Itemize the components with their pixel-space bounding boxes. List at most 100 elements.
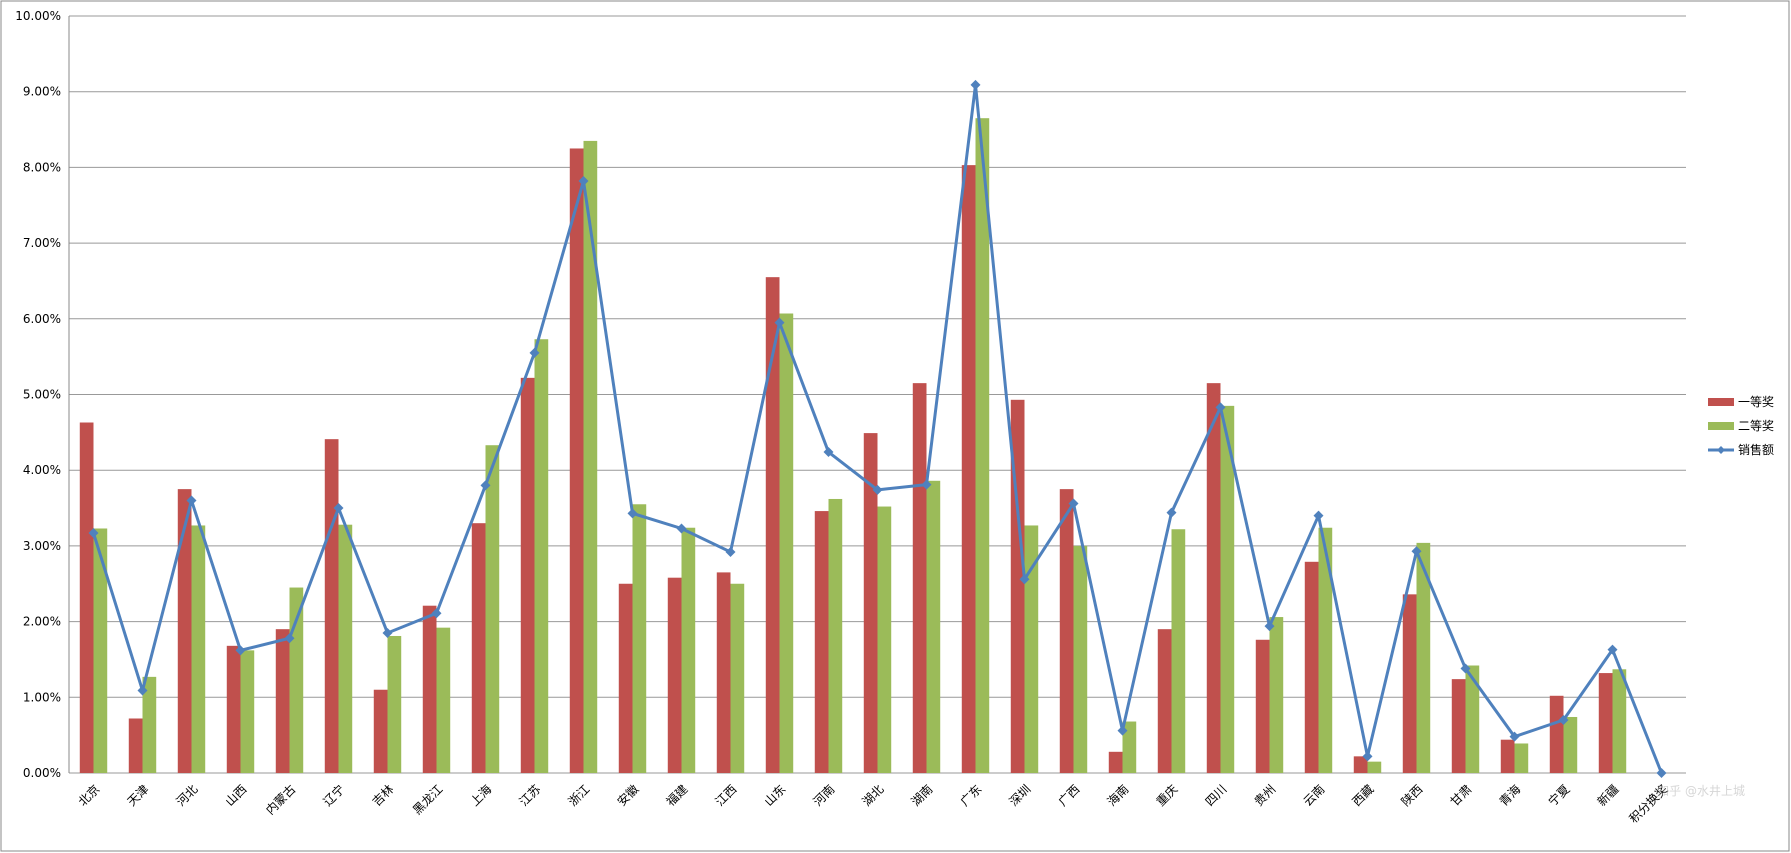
line-marker xyxy=(1215,402,1226,413)
bar xyxy=(730,583,745,773)
bar xyxy=(1416,542,1431,773)
bar xyxy=(1402,594,1417,773)
bar xyxy=(1220,405,1235,773)
bar xyxy=(1157,629,1172,773)
line-marker xyxy=(529,347,540,358)
y-tick-label: 4.00% xyxy=(23,463,61,477)
bar xyxy=(1073,545,1088,773)
bar xyxy=(128,718,143,773)
bar xyxy=(1353,756,1368,773)
legend-swatch xyxy=(1708,422,1734,430)
bar xyxy=(534,339,549,773)
bar xyxy=(1269,617,1284,773)
legend-marker xyxy=(1717,446,1725,454)
y-tick-label: 2.00% xyxy=(23,615,61,629)
line-marker xyxy=(1411,546,1422,557)
bar xyxy=(569,148,584,774)
bar xyxy=(338,524,353,773)
legend-label: 一等奖 xyxy=(1738,395,1774,409)
bar xyxy=(1514,743,1529,773)
bar xyxy=(667,577,682,773)
line-marker xyxy=(1117,725,1128,736)
bar xyxy=(471,523,486,773)
legend-label: 二等奖 xyxy=(1738,419,1774,433)
line-marker xyxy=(1656,768,1667,778)
bar xyxy=(485,445,500,773)
bar xyxy=(177,489,192,773)
line-marker xyxy=(431,608,442,619)
bar xyxy=(1059,489,1074,773)
bar xyxy=(681,527,696,773)
y-tick-label: 5.00% xyxy=(23,388,61,402)
bar xyxy=(716,572,731,773)
y-tick-label: 10.00% xyxy=(15,9,61,23)
bar xyxy=(422,605,437,773)
bar xyxy=(1563,716,1578,773)
y-tick-label: 9.00% xyxy=(23,85,61,99)
line-marker xyxy=(921,479,932,490)
y-tick-label: 1.00% xyxy=(23,690,61,704)
line-marker xyxy=(333,503,344,514)
legend-swatch xyxy=(1708,398,1734,406)
bar xyxy=(324,439,339,773)
bar xyxy=(926,480,941,773)
line-marker xyxy=(1460,663,1471,674)
bar xyxy=(779,313,794,773)
bar xyxy=(1108,751,1123,773)
y-tick-label: 3.00% xyxy=(23,539,61,553)
bar xyxy=(912,383,927,773)
line-marker xyxy=(725,546,736,557)
line-marker xyxy=(1264,621,1275,632)
bar xyxy=(1465,665,1480,773)
line-marker xyxy=(627,508,638,519)
line-marker xyxy=(382,627,393,638)
bar xyxy=(877,506,892,773)
bar xyxy=(1549,695,1564,773)
bar xyxy=(240,650,255,773)
line-marker xyxy=(88,528,99,539)
legend-label: 销售额 xyxy=(1738,442,1774,457)
line-marker xyxy=(137,685,148,696)
bar xyxy=(765,277,780,773)
line-marker xyxy=(872,484,883,495)
bar xyxy=(1500,739,1515,773)
bar xyxy=(975,118,990,773)
bar xyxy=(436,627,451,773)
line-marker xyxy=(235,645,246,656)
bar xyxy=(632,504,647,773)
y-tick-label: 7.00% xyxy=(23,236,61,250)
y-tick-label: 0.00% xyxy=(23,766,61,780)
bar xyxy=(520,377,535,773)
line-marker xyxy=(823,447,834,458)
line-marker xyxy=(284,633,295,644)
line-marker xyxy=(970,79,981,90)
bar xyxy=(373,689,388,773)
line-marker xyxy=(1313,510,1324,521)
bar xyxy=(226,645,241,773)
bar xyxy=(1598,673,1613,773)
bar xyxy=(1612,669,1627,773)
bar xyxy=(289,587,304,773)
bar xyxy=(93,528,108,773)
bar xyxy=(1255,639,1270,773)
bar xyxy=(1122,721,1137,773)
line-marker xyxy=(1558,715,1569,726)
line-marker xyxy=(1166,507,1177,518)
bar xyxy=(1304,561,1319,773)
bar xyxy=(387,635,402,773)
bar xyxy=(191,525,206,773)
line-marker xyxy=(1607,644,1618,655)
line-marker xyxy=(186,495,197,506)
line-marker xyxy=(1068,498,1079,509)
bar xyxy=(1451,679,1466,773)
bar xyxy=(1367,761,1382,773)
bar xyxy=(1171,529,1186,773)
bar xyxy=(863,433,878,773)
bar xyxy=(618,583,633,773)
line-marker xyxy=(676,523,687,534)
line-marker xyxy=(480,480,491,491)
bar xyxy=(814,511,829,773)
bar xyxy=(583,140,598,773)
